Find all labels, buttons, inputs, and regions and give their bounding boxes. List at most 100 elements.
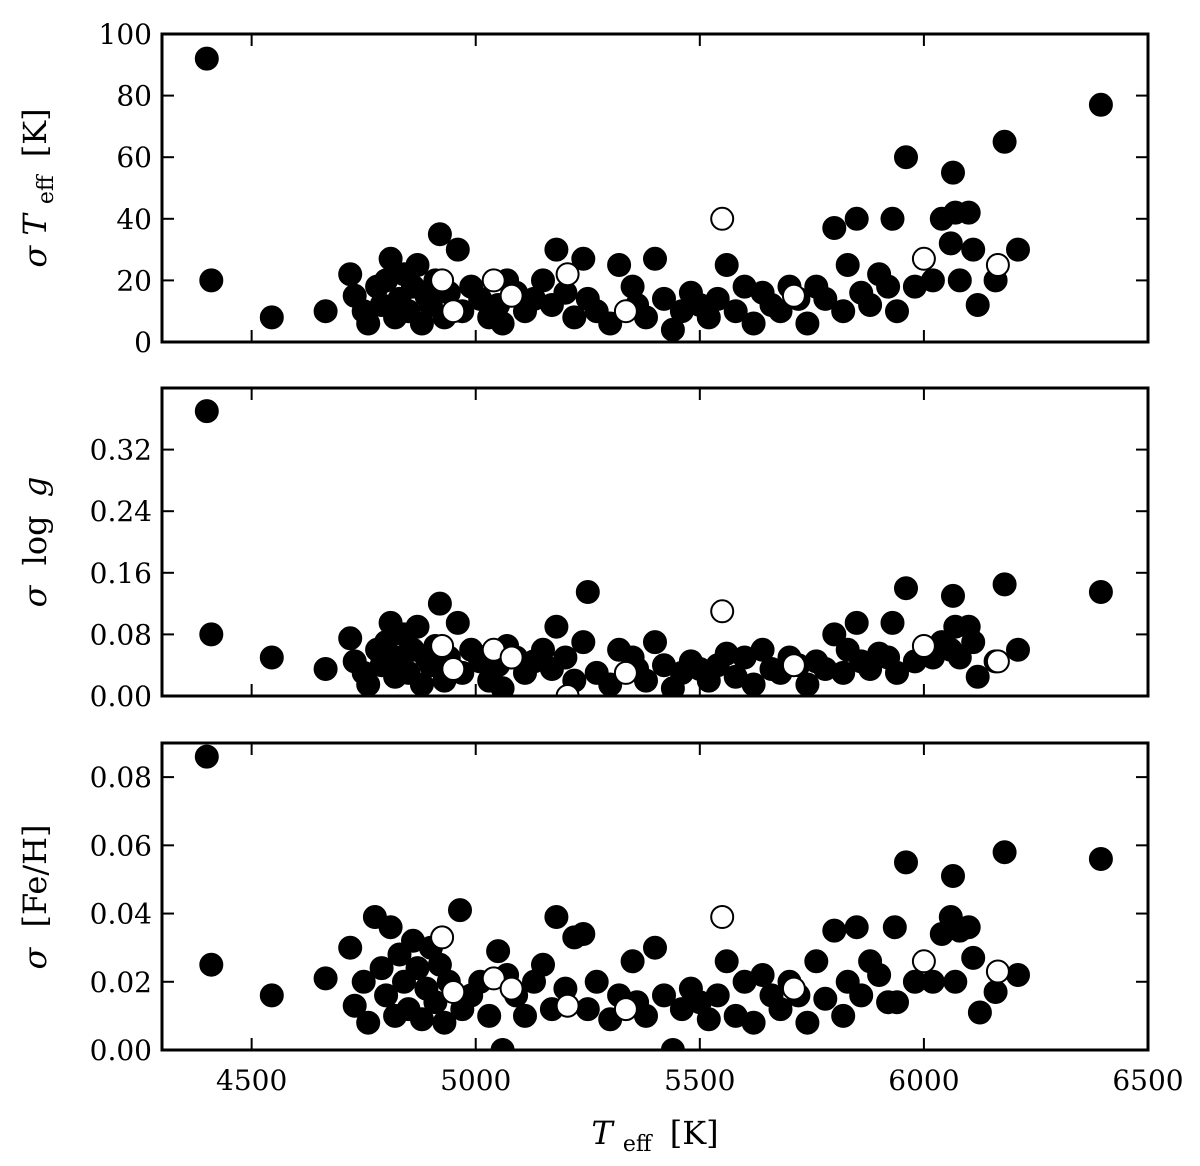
top-open-point-8 bbox=[911, 246, 936, 271]
x-axis-label-unit: [K] bbox=[670, 1114, 719, 1152]
bottom-open-point-7 bbox=[781, 976, 806, 1001]
top-filled-point-86 bbox=[947, 268, 972, 293]
middle-open-point-4 bbox=[555, 684, 580, 696]
bottom-filled-point-57 bbox=[714, 949, 739, 974]
x-axis-label: T eff [K] bbox=[591, 1114, 718, 1159]
top-filled-point-17 bbox=[405, 253, 430, 277]
top-open-point-6 bbox=[710, 206, 735, 231]
top-filled-point-88 bbox=[961, 237, 986, 262]
middle-filled-point-48 bbox=[634, 668, 658, 693]
top-open-point-1 bbox=[441, 299, 466, 324]
top-filled-point-1 bbox=[199, 268, 224, 293]
bottom-filled-point-5 bbox=[342, 993, 367, 1018]
bottom-filled-point-77 bbox=[882, 915, 907, 940]
bottom-open-point-4 bbox=[555, 993, 580, 1018]
top-filled-point-83 bbox=[938, 231, 963, 256]
bottom-filled-point-43 bbox=[584, 969, 609, 994]
bottom-filled-point-1 bbox=[199, 952, 224, 977]
bottom-filled-point-6 bbox=[351, 969, 376, 994]
top-filled-point-91 bbox=[992, 129, 1017, 154]
bottom-y-axis-label-sigma: σ bbox=[16, 947, 54, 970]
middle-open-point-5 bbox=[613, 660, 638, 685]
middle-filled-point-77 bbox=[880, 610, 905, 635]
top-filled-point-2 bbox=[259, 305, 284, 330]
middle-filled-point-49 bbox=[643, 630, 667, 655]
top-open-point-0 bbox=[430, 268, 455, 293]
bottom-ytick-label-2: 0.04 bbox=[90, 898, 152, 931]
top-filled-point-57 bbox=[714, 253, 739, 277]
top-filled-point-74 bbox=[858, 293, 883, 317]
bottom-filled-point-25 bbox=[448, 898, 472, 923]
top-ytick-label-2: 40 bbox=[116, 203, 152, 236]
bottom-filled-point-79 bbox=[894, 850, 918, 875]
bottom-filled-point-49 bbox=[643, 935, 667, 960]
top-open-point-3 bbox=[499, 283, 524, 308]
top-filled-point-87 bbox=[956, 200, 981, 225]
bottom-filled-point-31 bbox=[490, 1038, 515, 1050]
top-filled-point-7 bbox=[356, 311, 381, 336]
bottom-y-axis-label-main: [Fe/H] bbox=[16, 824, 54, 927]
xtick-label-3: 6000 bbox=[888, 1064, 959, 1097]
middle-panel-points bbox=[194, 399, 1113, 696]
top-filled-point-45 bbox=[607, 253, 632, 277]
middle-filled-point-89 bbox=[965, 664, 990, 689]
top-filled-point-66 bbox=[795, 311, 820, 336]
bottom-filled-point-73 bbox=[849, 983, 874, 1008]
bottom-filled-point-34 bbox=[513, 1003, 537, 1028]
bottom-filled-point-10 bbox=[374, 983, 399, 1008]
bottom-filled-point-11 bbox=[378, 915, 403, 940]
middle-filled-point-39 bbox=[553, 645, 578, 670]
middle-y-axis-label-sigma: σ bbox=[16, 584, 54, 607]
top-ytick-label-3: 60 bbox=[116, 141, 152, 174]
top-filled-point-0 bbox=[194, 46, 219, 71]
top-y-axis-label-main: T bbox=[16, 212, 54, 236]
middle-open-point-8 bbox=[911, 634, 936, 658]
top-filled-point-48 bbox=[634, 305, 658, 330]
bottom-filled-point-50 bbox=[652, 983, 676, 1008]
middle-filled-point-88 bbox=[961, 630, 986, 655]
middle-filled-point-17 bbox=[405, 614, 430, 639]
top-filled-point-72 bbox=[844, 206, 869, 231]
middle-filled-point-91 bbox=[992, 572, 1017, 597]
top-filled-point-3 bbox=[313, 299, 338, 324]
bottom-filled-point-56 bbox=[705, 983, 730, 1008]
bottom-filled-point-30 bbox=[486, 939, 511, 964]
top-filled-point-81 bbox=[920, 268, 945, 293]
xtick-label-0: 4500 bbox=[216, 1064, 287, 1097]
bottom-filled-point-68 bbox=[813, 986, 838, 1011]
bottom-ytick-label-1: 0.02 bbox=[90, 966, 152, 999]
middle-filled-point-31 bbox=[490, 676, 515, 696]
top-filled-point-36 bbox=[531, 268, 555, 293]
bottom-y-axis-label: σ [Fe/H] bbox=[16, 824, 54, 969]
bottom-filled-point-66 bbox=[795, 1010, 820, 1035]
middle-ytick-label-3: 0.24 bbox=[90, 495, 152, 528]
top-filled-point-89 bbox=[965, 293, 990, 317]
top-open-point-7 bbox=[781, 283, 806, 308]
middle-open-point-3 bbox=[499, 645, 524, 670]
bottom-filled-point-55 bbox=[696, 1007, 721, 1032]
xtick-label-1: 5000 bbox=[440, 1064, 511, 1097]
middle-filled-point-60 bbox=[741, 672, 766, 696]
top-filled-point-70 bbox=[831, 299, 856, 324]
middle-filled-point-86 bbox=[947, 645, 972, 670]
top-y-axis-label-unit: [K] bbox=[16, 108, 54, 157]
top-filled-point-44 bbox=[598, 311, 623, 336]
middle-filled-point-0 bbox=[194, 399, 219, 424]
bottom-filled-point-23 bbox=[432, 1010, 457, 1035]
xtick-label-4: 6500 bbox=[1112, 1064, 1183, 1097]
bottom-filled-point-88 bbox=[961, 945, 986, 970]
bottom-filled-point-90 bbox=[983, 980, 1008, 1004]
bottom-filled-point-75 bbox=[867, 963, 892, 987]
middle-panel-frame bbox=[160, 386, 1150, 698]
middle-filled-point-2 bbox=[259, 645, 284, 670]
bottom-open-point-3 bbox=[499, 976, 524, 1001]
top-filled-point-84 bbox=[941, 160, 965, 185]
bottom-open-point-8 bbox=[911, 949, 936, 974]
panel-middle-sigma-logg: 0.00 0.08 0.16 0.24 0.32 σ log g bbox=[16, 386, 1150, 713]
bottom-open-point-2 bbox=[481, 966, 506, 991]
top-filled-point-41 bbox=[571, 246, 596, 271]
bottom-filled-point-85 bbox=[943, 969, 968, 994]
bottom-filled-point-67 bbox=[804, 949, 829, 974]
middle-filled-point-66 bbox=[795, 672, 820, 696]
middle-filled-point-92 bbox=[1006, 637, 1030, 662]
